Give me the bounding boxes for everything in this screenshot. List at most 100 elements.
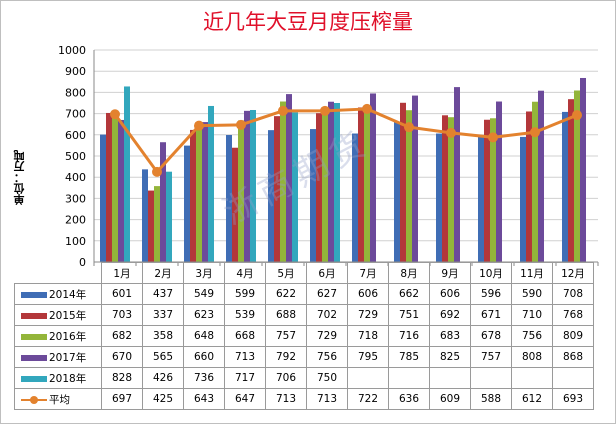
bar (184, 145, 190, 262)
bar (370, 93, 376, 263)
data-label: 713 (224, 346, 266, 368)
data-label (552, 367, 594, 389)
y-tick-label: 1000 (58, 44, 86, 57)
bar (112, 117, 118, 262)
x-tick-label: 7月 (347, 262, 389, 284)
data-label: 590 (511, 283, 553, 305)
bar (334, 103, 340, 262)
x-tick-label: 3月 (183, 262, 225, 284)
bar (196, 124, 202, 263)
data-label: 706 (265, 367, 307, 389)
data-label (470, 367, 512, 389)
data-label: 729 (347, 304, 389, 326)
average-point (572, 110, 582, 121)
average-point (236, 119, 246, 130)
bar (526, 111, 532, 262)
data-label: 716 (388, 325, 430, 347)
data-label: 795 (347, 346, 389, 368)
x-tick-label: 9月 (429, 262, 471, 284)
legend-entry: 2015年 (14, 304, 102, 326)
data-label: 606 (347, 283, 389, 305)
data-label (429, 367, 471, 389)
data-label (511, 367, 553, 389)
bar (244, 110, 250, 263)
bar (208, 105, 214, 262)
data-label: 647 (224, 388, 266, 410)
data-label: 425 (142, 388, 184, 410)
bar (328, 101, 334, 262)
average-point (404, 122, 414, 133)
data-label: 539 (224, 304, 266, 326)
bar (448, 117, 454, 262)
bar (538, 90, 544, 262)
y-tick-label: 100 (65, 235, 86, 248)
data-label: 606 (429, 283, 471, 305)
data-label: 757 (470, 346, 512, 368)
bar (394, 121, 400, 262)
data-label: 792 (265, 346, 307, 368)
data-label: 722 (347, 388, 389, 410)
data-label (388, 367, 430, 389)
y-tick-label: 700 (65, 108, 86, 121)
data-label: 750 (306, 367, 348, 389)
legend-entry: 2018年 (14, 367, 102, 389)
bar (496, 101, 502, 263)
bar (292, 112, 298, 262)
data-label: 648 (183, 325, 225, 347)
bar (238, 120, 244, 262)
bar (520, 136, 526, 262)
data-label: 682 (101, 325, 143, 347)
data-label: 588 (470, 388, 512, 410)
bar (118, 119, 124, 263)
legend-swatch (21, 291, 47, 298)
bar (316, 113, 322, 263)
data-label: 643 (183, 388, 225, 410)
bar (274, 116, 280, 262)
bar (268, 130, 274, 262)
average-point (194, 120, 204, 131)
bar (166, 171, 172, 262)
data-label: 623 (183, 304, 225, 326)
data-label: 599 (224, 283, 266, 305)
bar (286, 94, 292, 262)
legend-label: 平均 (49, 393, 70, 406)
bar (226, 135, 232, 262)
data-label: 703 (101, 304, 143, 326)
table-corner (14, 262, 102, 284)
average-point (362, 103, 372, 114)
bar (532, 101, 538, 262)
data-label: 756 (511, 325, 553, 347)
data-label: 713 (265, 388, 307, 410)
x-tick-label: 2月 (142, 262, 184, 284)
data-label: 729 (306, 325, 348, 347)
data-label: 358 (142, 325, 184, 347)
y-tick-label: 600 (65, 129, 86, 142)
data-label: 609 (429, 388, 471, 410)
data-label: 683 (429, 325, 471, 347)
average-point (152, 166, 162, 177)
x-tick-label: 1月 (101, 262, 143, 284)
legend-swatch (21, 354, 47, 361)
data-label: 868 (552, 346, 594, 368)
bar (568, 99, 574, 263)
legend-swatch (21, 375, 47, 382)
bar (412, 95, 418, 262)
bar (154, 186, 160, 262)
data-label: 426 (142, 367, 184, 389)
data-label: 437 (142, 283, 184, 305)
data-label: 717 (224, 367, 266, 389)
data-label: 713 (306, 388, 348, 410)
legend-label: 2015年 (49, 309, 87, 322)
bar (436, 133, 442, 262)
x-tick-label: 12月 (552, 262, 594, 284)
bar (364, 109, 370, 262)
legend-entry: 2017年 (14, 346, 102, 368)
data-label: 708 (552, 283, 594, 305)
legend-label: 2014年 (49, 288, 87, 301)
data-label: 718 (347, 325, 389, 347)
data-label: 565 (142, 346, 184, 368)
data-label: 756 (306, 346, 348, 368)
x-tick-label: 6月 (306, 262, 348, 284)
data-label: 671 (470, 304, 512, 326)
y-tick-label: 300 (65, 192, 86, 205)
